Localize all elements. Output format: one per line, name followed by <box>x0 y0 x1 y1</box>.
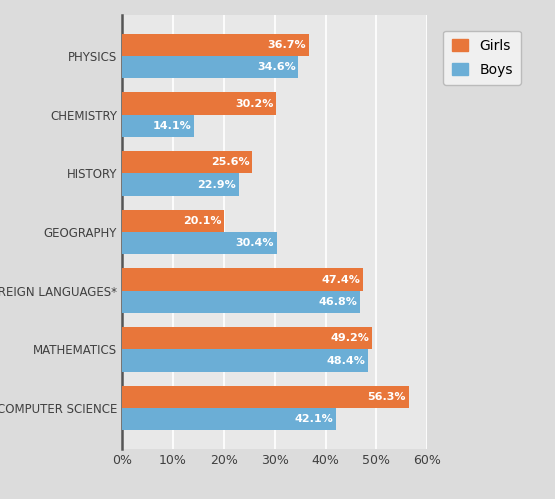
Bar <box>122 34 309 56</box>
Bar <box>122 56 298 78</box>
Text: 49.2%: 49.2% <box>331 333 370 343</box>
Bar <box>122 173 239 196</box>
Bar <box>122 349 369 372</box>
Text: 20.1%: 20.1% <box>183 216 222 226</box>
Legend: Girls, Boys: Girls, Boys <box>443 30 521 85</box>
Text: 36.7%: 36.7% <box>268 40 306 50</box>
Text: 14.1%: 14.1% <box>153 121 191 131</box>
Text: 48.4%: 48.4% <box>327 355 366 365</box>
Bar <box>122 291 360 313</box>
Text: 22.9%: 22.9% <box>198 180 236 190</box>
Bar <box>122 151 253 173</box>
Bar <box>122 327 372 349</box>
Text: 42.1%: 42.1% <box>295 414 334 424</box>
Text: 34.6%: 34.6% <box>257 62 296 72</box>
Text: 30.2%: 30.2% <box>235 99 273 109</box>
Bar <box>122 115 194 137</box>
Bar <box>122 92 276 115</box>
Text: 25.6%: 25.6% <box>211 157 250 167</box>
Text: 47.4%: 47.4% <box>322 274 361 284</box>
Bar <box>122 232 277 254</box>
Bar <box>122 408 336 430</box>
Text: 56.3%: 56.3% <box>367 392 406 402</box>
Text: 30.4%: 30.4% <box>236 238 274 248</box>
Text: 46.8%: 46.8% <box>319 297 357 307</box>
Bar <box>122 268 363 291</box>
Bar <box>122 386 408 408</box>
Bar <box>122 210 224 232</box>
